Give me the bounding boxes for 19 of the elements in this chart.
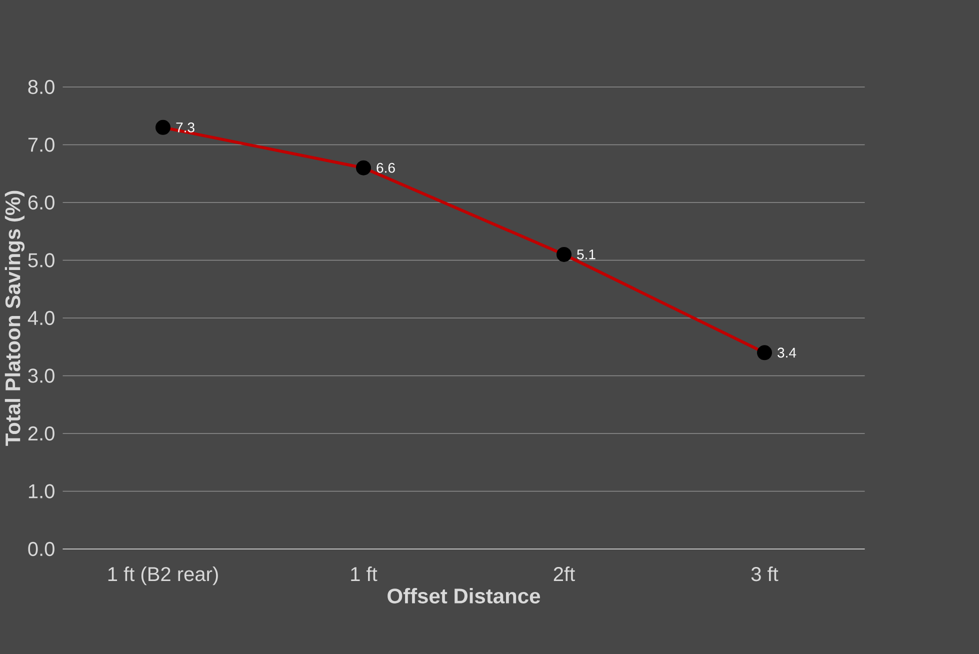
- data-label: 6.6: [376, 162, 395, 173]
- y-tick-label: 5.0: [28, 253, 54, 268]
- x-tick-label: 2ft: [554, 566, 575, 582]
- y-tick-label: 7.0: [28, 138, 54, 152]
- x-tick-label: 1 ft: [351, 566, 378, 582]
- x-axis-title: Offset Distance: [388, 588, 540, 604]
- data-label: 3.4: [778, 348, 796, 358]
- y-tick-label: 8.0: [28, 80, 54, 94]
- y-tick-label: 6.0: [28, 195, 54, 210]
- y-axis-title: Total Platoon Savings (%): [4, 190, 25, 446]
- x-tick-label: 1 ft (B2 rear): [108, 566, 218, 586]
- y-tick-label: 2.0: [28, 426, 54, 441]
- y-tick-label: 0.0: [28, 542, 54, 556]
- data-label: 5.1: [577, 250, 596, 260]
- y-tick-label: 3.0: [28, 368, 54, 383]
- data-label: 7.3: [176, 122, 194, 132]
- x-tick-label: 3 ft: [751, 566, 778, 582]
- y-tick-label: 4.0: [28, 310, 54, 326]
- y-tick-label: 1.0: [28, 484, 54, 498]
